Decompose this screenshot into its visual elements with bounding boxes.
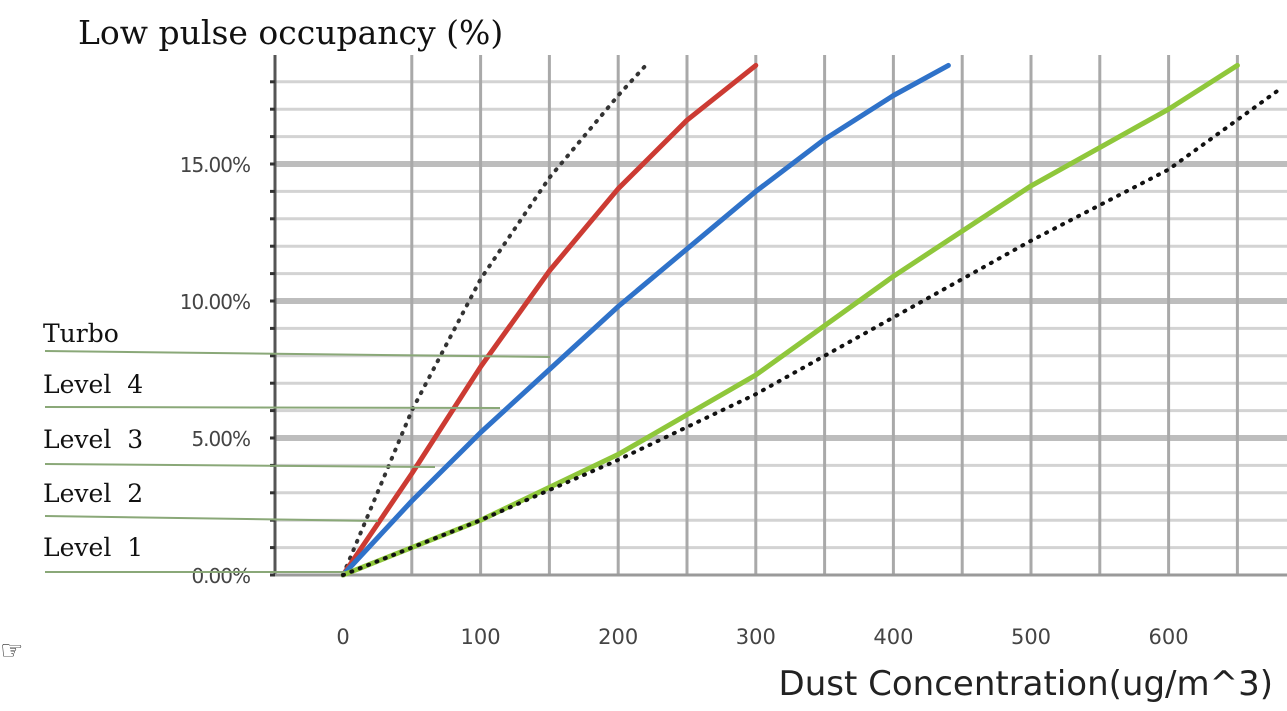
annotation-label: Level 3 xyxy=(43,425,143,454)
y-tick-label: 10.00% xyxy=(180,290,250,314)
x-tick-label: 0 xyxy=(336,625,349,649)
x-axis-title: Dust Concentration(ug/m^3) xyxy=(779,664,1273,704)
y-tick-label: 15.00% xyxy=(180,153,250,177)
x-tick-label: 500 xyxy=(1011,625,1051,649)
x-tick-label: 600 xyxy=(1149,625,1189,649)
y-axis xyxy=(270,55,1287,577)
annotation-leader-line xyxy=(44,463,436,468)
annotation-label: Turbo xyxy=(43,319,119,348)
series-line-turbo xyxy=(341,63,648,577)
x-tick-label: 200 xyxy=(598,625,638,649)
y-tick-label: 0.00% xyxy=(191,564,250,588)
annotation-label: Level 2 xyxy=(43,479,143,508)
series-group xyxy=(340,62,1281,578)
x-tick-label: 300 xyxy=(736,625,776,649)
hand-pointer-icon: ☞ xyxy=(0,636,24,666)
x-tick-label: 400 xyxy=(873,625,913,649)
annotation-leader-line xyxy=(44,406,501,409)
annotation-label: Level 4 xyxy=(43,370,143,399)
series-line-level-2 xyxy=(340,62,1240,578)
series-line-level-4 xyxy=(340,62,759,578)
x-tick-label: 100 xyxy=(461,625,501,649)
chart-title: Low pulse occupancy (%) xyxy=(78,13,503,52)
labels: 0.00% 5.00% 10.00% 15.00% 0 100 200 300 400 500 60… xyxy=(180,153,1189,649)
series-line-level-3 xyxy=(340,62,951,578)
y-tick-label: 5.00% xyxy=(191,427,250,451)
annotation-label: Level 1 xyxy=(43,533,143,562)
annotation-leader-line xyxy=(44,350,551,358)
annotations: Turbo Level 4 Level 3 Level 2 Level 1 xyxy=(43,319,551,573)
annotation-leader-line xyxy=(44,515,379,522)
series-line-level-1 xyxy=(341,88,1281,577)
grid xyxy=(275,55,1287,575)
